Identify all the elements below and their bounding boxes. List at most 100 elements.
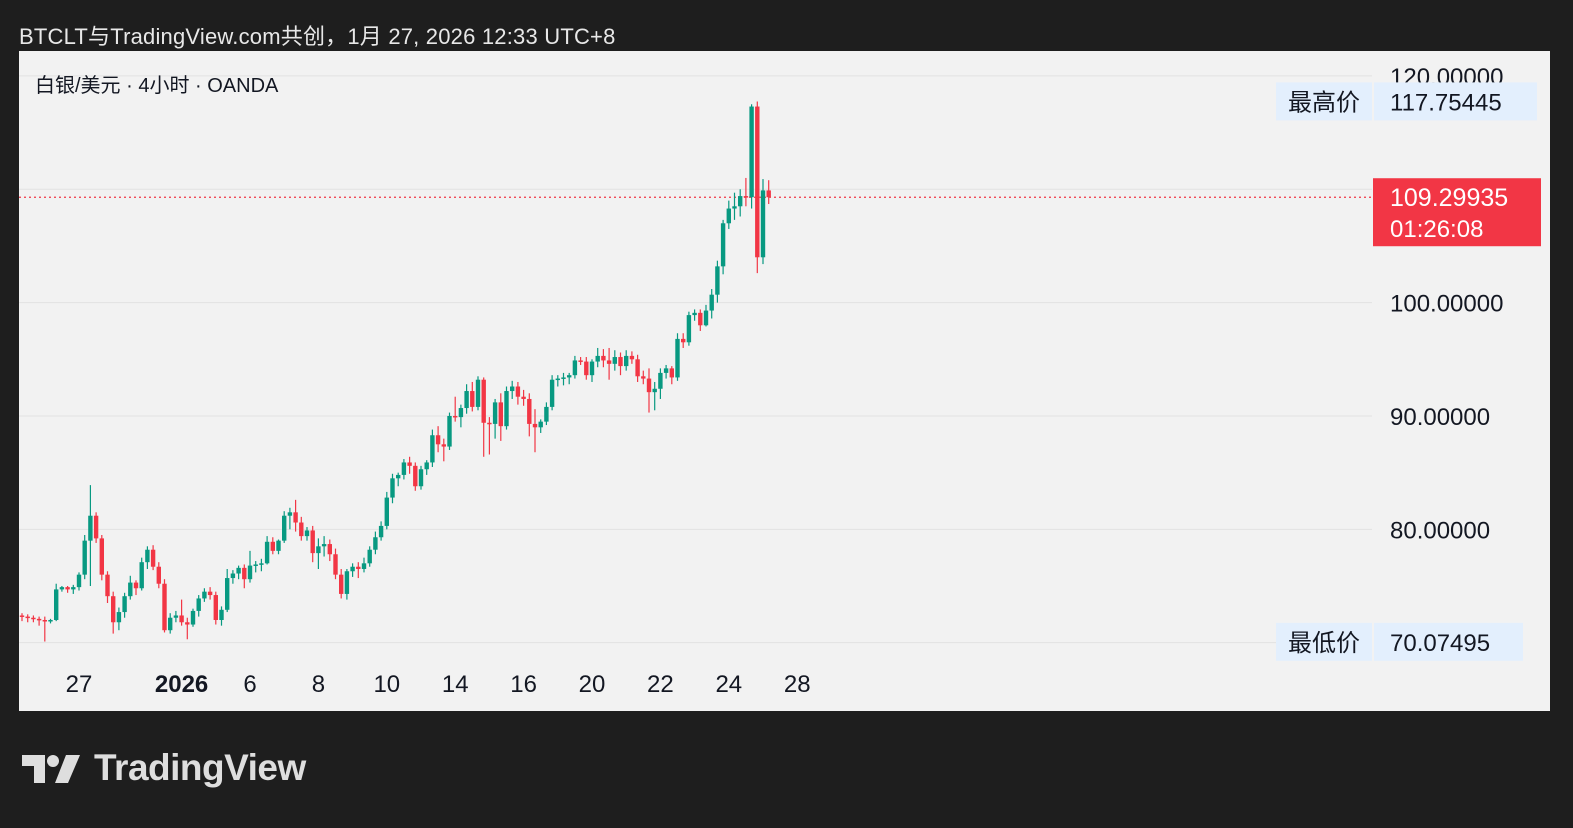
candle-down (213, 591, 218, 625)
candle-body (247, 565, 253, 580)
candle-up (589, 359, 595, 382)
y-tick-label: 90.00000 (1390, 404, 1490, 431)
candle-body (589, 361, 595, 376)
candle-up (567, 372, 572, 385)
candle-body (19, 615, 25, 617)
candle-body (384, 497, 389, 526)
candle-down (453, 396, 458, 422)
candle-body (635, 359, 640, 377)
candle-body (179, 615, 184, 623)
candle-up (225, 568, 230, 613)
candle-down (515, 381, 521, 405)
candle-up (361, 557, 367, 573)
candle-body (498, 402, 503, 427)
candle-body (681, 338, 686, 343)
candle-down (641, 370, 646, 385)
candle-down (105, 571, 110, 603)
candle-up (128, 575, 133, 600)
candle-down (31, 615, 36, 623)
candle-down (19, 613, 25, 622)
candle-body (749, 106, 754, 198)
candle-up (504, 386, 509, 430)
candle-body (441, 444, 446, 447)
candle-body (54, 589, 59, 620)
candle-up (538, 419, 543, 433)
bar-countdown: 01:26:08 (1390, 216, 1483, 243)
candle-body (464, 391, 469, 409)
candle-body (59, 587, 65, 590)
candle-body (720, 223, 726, 267)
candle-up (663, 364, 669, 379)
candle-down (646, 368, 652, 413)
candle-up (703, 304, 709, 327)
candle-body (111, 596, 116, 623)
candle-body (82, 540, 87, 575)
candle-body (692, 312, 697, 316)
candle-body (327, 544, 332, 555)
candle-up (510, 380, 515, 399)
candle-body (504, 391, 509, 427)
candle-up (464, 384, 469, 414)
candle-up (658, 368, 663, 399)
candle-down (179, 599, 184, 626)
x-tick-label: 22 (647, 671, 674, 698)
candle-body (122, 596, 127, 613)
candle-up (709, 289, 714, 319)
tradingview-logo-icon (22, 755, 80, 783)
candle-down (578, 357, 583, 365)
candle-down (111, 591, 116, 634)
candle-body (333, 554, 338, 575)
candle-body (139, 562, 144, 589)
candle-body (93, 515, 99, 539)
x-tick-label: 16 (510, 671, 537, 698)
candle-down (498, 393, 503, 441)
chart-caption: BTCLT与TradingView.com共创，1月 27, 2026 12:3… (19, 24, 616, 49)
candle-up (555, 375, 560, 387)
candle-body (356, 566, 361, 569)
candle-up (390, 473, 395, 504)
candle-body (760, 190, 766, 258)
candle-body (242, 567, 247, 580)
candle-body (538, 421, 543, 428)
candle-down (339, 568, 344, 599)
high-marker-label: 最高价 (1288, 89, 1360, 116)
candle-up (692, 309, 697, 321)
candle-body (378, 525, 384, 538)
candle-body (401, 462, 407, 475)
candle-up (230, 570, 236, 584)
candle-body (641, 376, 646, 379)
candle-body (65, 587, 70, 590)
candle-body (316, 546, 321, 554)
candle-body (156, 566, 161, 584)
candle-body (207, 591, 213, 596)
candle-up (145, 546, 150, 569)
candle-down (99, 534, 104, 581)
candle-down (270, 537, 275, 555)
candle-up (760, 179, 766, 265)
candle-body (264, 541, 270, 564)
candle-body (726, 208, 731, 224)
candle-body (373, 537, 378, 550)
candle-down (150, 545, 156, 571)
candle-body (561, 377, 566, 379)
low-marker-value-box (1374, 622, 1523, 661)
tradingview-logo: TradingView (22, 748, 306, 788)
candle-down (584, 357, 589, 380)
candle-body (755, 106, 760, 258)
candles (19, 101, 771, 642)
candle-body (515, 386, 521, 397)
candle-down (133, 580, 139, 596)
candle-down (635, 354, 640, 382)
candle-up (276, 539, 281, 555)
candle-body (418, 469, 424, 487)
candle-down (36, 616, 42, 626)
candle-down (65, 585, 70, 593)
candle-up (732, 192, 737, 220)
chart-panel[interactable]: 120.00000 100.00000 90.00000 80.00000 27 202… (19, 51, 1550, 711)
symbol-legend: 白银/美元 · 4小时 · OANDA (35, 74, 279, 97)
candle-up (424, 460, 429, 475)
candle-body (259, 563, 264, 565)
candle-down (521, 389, 526, 406)
candle-body (128, 582, 133, 597)
